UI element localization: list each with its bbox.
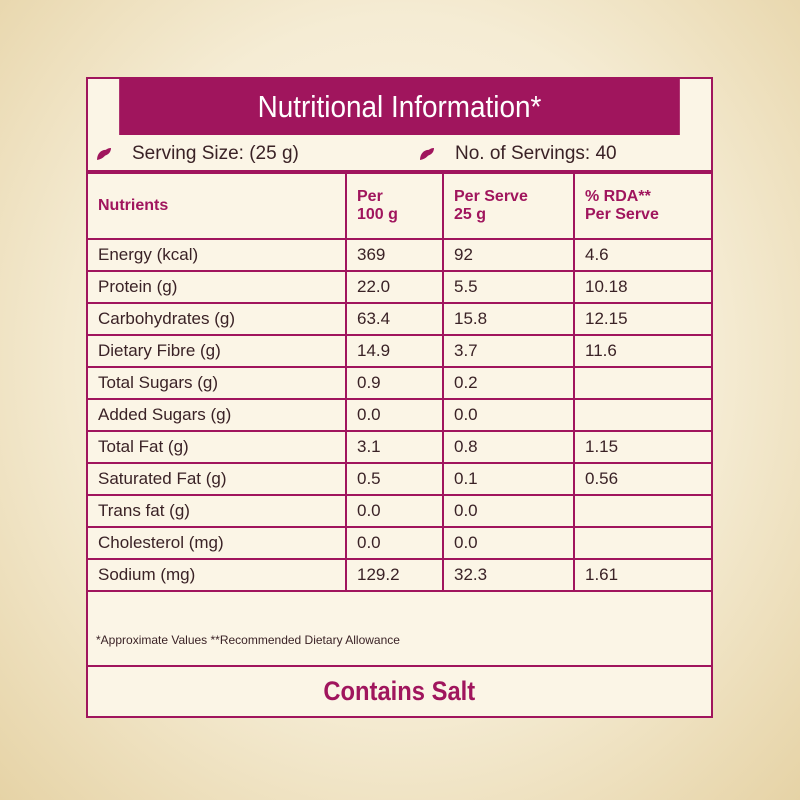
nutrition-panel: Nutritional Information* Serving Size: (… [86,77,713,718]
nutrient-name: Dietary Fibre (g) [88,334,347,368]
rda-value [573,398,711,432]
nutrition-table: Nutrients Per 100 g Per Serve 25 g % RDA**… [88,172,711,592]
nutrient-name: Energy (kcal) [88,238,347,272]
table-row: Protein (g) 22.0 5.5 10.18 [88,270,711,304]
rda-value [573,494,711,528]
per-serve-value: 0.8 [442,430,575,464]
table-row: Trans fat (g) 0.0 0.0 [88,494,711,528]
per-100g-value: 3.1 [345,430,444,464]
table-row: Cholesterol (mg) 0.0 0.0 [88,526,711,560]
table-row: Energy (kcal) 369 92 4.6 [88,238,711,272]
header-per-serve: Per Serve 25 g [442,172,575,240]
per-100g-value: 0.0 [345,398,444,432]
servings-count-label: No. of Servings: 40 [455,143,617,164]
footnote: *Approximate Values **Recommended Dietar… [96,633,400,647]
nutrient-name: Total Fat (g) [88,430,347,464]
rda-value: 4.6 [573,238,711,272]
serving-info: Serving Size: (25 g) No. of Servings: 40 [88,135,711,172]
table-row: Sodium (mg) 129.2 32.3 1.61 [88,558,711,592]
per-100g-value: 369 [345,238,444,272]
per-100g-value: 0.0 [345,494,444,528]
per-serve-value: 3.7 [442,334,575,368]
nutrient-name: Protein (g) [88,270,347,304]
nutrient-name: Cholesterol (mg) [88,526,347,560]
nutrient-name: Trans fat (g) [88,494,347,528]
nutrient-name: Carbohydrates (g) [88,302,347,336]
per-100g-value: 0.5 [345,462,444,496]
per-serve-value: 0.0 [442,526,575,560]
rda-value [573,366,711,400]
rda-value: 12.15 [573,302,711,336]
table-row: Added Sugars (g) 0.0 0.0 [88,398,711,432]
per-serve-value: 0.1 [442,462,575,496]
header-nutrients: Nutrients [88,172,347,240]
table-row: Total Sugars (g) 0.9 0.2 [88,366,711,400]
per-serve-value: 32.3 [442,558,575,592]
per-serve-value: 0.0 [442,494,575,528]
rda-value: 1.61 [573,558,711,592]
table-row: Dietary Fibre (g) 14.9 3.7 11.6 [88,334,711,368]
table-row: Carbohydrates (g) 63.4 15.8 12.15 [88,302,711,336]
header-rda: % RDA** Per Serve [573,172,711,240]
per-100g-value: 0.9 [345,366,444,400]
per-serve-value: 5.5 [442,270,575,304]
per-100g-value: 14.9 [345,334,444,368]
table-header-row: Nutrients Per 100 g Per Serve 25 g % RDA**… [88,172,711,240]
nutrient-name: Sodium (mg) [88,558,347,592]
per-100g-value: 0.0 [345,526,444,560]
table-row: Saturated Fat (g) 0.5 0.1 0.56 [88,462,711,496]
panel-title: Nutritional Information* [119,79,680,135]
per-serve-value: 0.0 [442,398,575,432]
nutrient-name: Added Sugars (g) [88,398,347,432]
per-serve-value: 15.8 [442,302,575,336]
nutrient-name: Total Sugars (g) [88,366,347,400]
leaf-icon [420,148,434,160]
per-100g-value: 129.2 [345,558,444,592]
serving-size-label: Serving Size: (25 g) [132,143,299,164]
leaf-icon [97,148,111,160]
per-serve-value: 92 [442,238,575,272]
salt-label: Contains Salt [323,676,476,706]
servings-count: No. of Servings: 40 [419,143,617,165]
serving-size: Serving Size: (25 g) [96,143,299,165]
salt-notice: Contains Salt [88,665,711,716]
rda-value: 0.56 [573,462,711,496]
per-serve-value: 0.2 [442,366,575,400]
per-100g-value: 22.0 [345,270,444,304]
rda-value: 10.18 [573,270,711,304]
rda-value: 1.15 [573,430,711,464]
header-per-100g: Per 100 g [345,172,444,240]
rda-value: 11.6 [573,334,711,368]
rda-value [573,526,711,560]
nutrient-name: Saturated Fat (g) [88,462,347,496]
table-row: Total Fat (g) 3.1 0.8 1.15 [88,430,711,464]
per-100g-value: 63.4 [345,302,444,336]
